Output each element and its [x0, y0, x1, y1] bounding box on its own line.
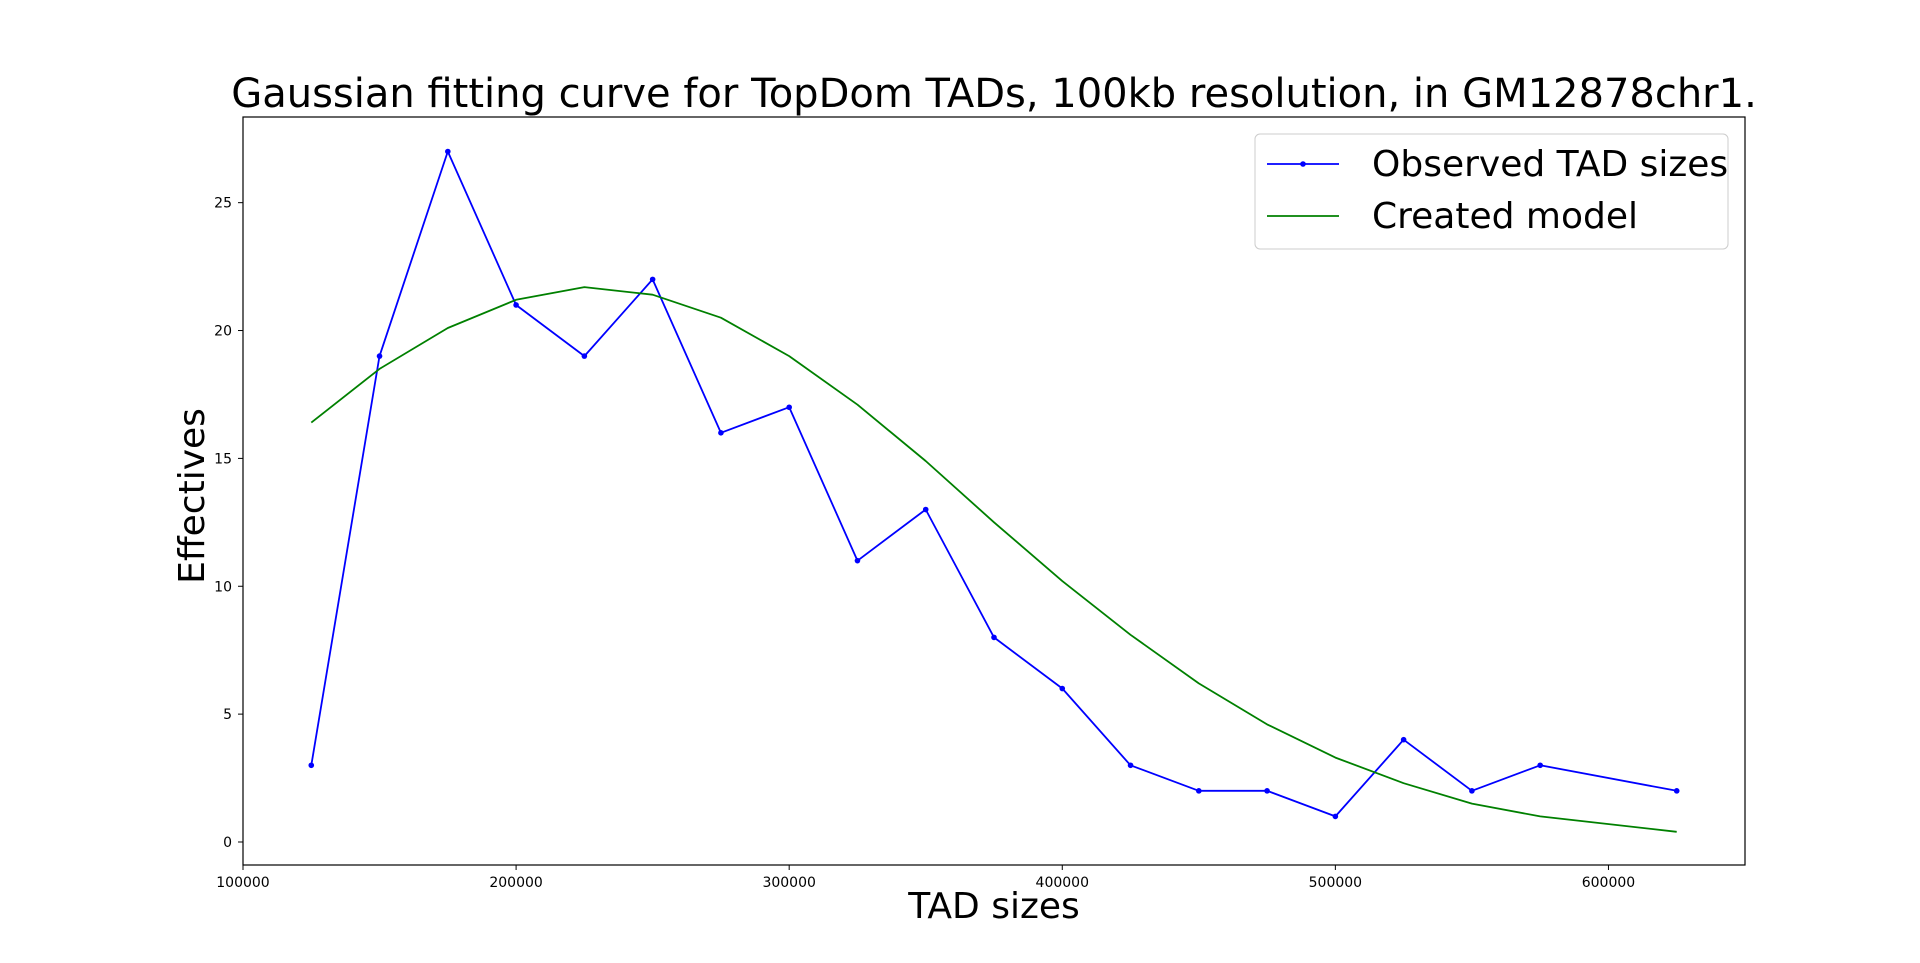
y-tick-label: 5	[223, 707, 232, 723]
x-tick-label: 200000	[489, 875, 542, 891]
data-point-observed-tad-sizes	[1469, 788, 1475, 794]
x-axis-title: TAD sizes	[907, 886, 1080, 927]
data-point-observed-tad-sizes	[854, 557, 861, 564]
data-point-observed-tad-sizes	[1127, 762, 1134, 769]
data-point-observed-tad-sizes	[1196, 788, 1202, 794]
data-point-observed-tad-sizes	[1537, 762, 1543, 769]
series-line-observed-tad-sizes	[310, 150, 1677, 818]
data-point-observed-tad-sizes	[786, 404, 792, 411]
x-tick-label: 500000	[1309, 875, 1362, 891]
legend-marker-observed-tad-sizes	[1300, 161, 1306, 167]
series-line-created-model	[310, 286, 1677, 833]
data-point-observed-tad-sizes	[445, 148, 451, 155]
data-point-observed-tad-sizes	[1332, 813, 1339, 820]
chart-title: Gaussian fitting curve for TopDom TADs, …	[231, 71, 1757, 117]
x-tick-label: 300000	[762, 875, 815, 891]
data-point-observed-tad-sizes	[513, 302, 519, 308]
data-point-observed-tad-sizes	[1059, 685, 1066, 692]
y-tick-label: 10	[214, 579, 232, 595]
x-tick-label: 400000	[1036, 875, 1089, 891]
legend: Observed TAD sizes Created model	[1254, 133, 1729, 250]
x-tick-label: 600000	[1582, 875, 1635, 891]
y-tick-label: 15	[214, 451, 232, 467]
data-point-observed-tad-sizes	[581, 353, 588, 359]
data-point-observed-tad-sizes	[649, 276, 656, 283]
data-point-observed-tad-sizes	[1673, 788, 1680, 794]
plot-area: 100000 200000 300000 400000 500000 600000 0 5 10…	[214, 116, 1746, 891]
data-point-observed-tad-sizes	[376, 353, 383, 359]
x-tick-label: 100000	[216, 875, 269, 891]
data-point-observed-tad-sizes	[922, 506, 929, 513]
y-tick-label: 0	[223, 835, 232, 851]
legend-box	[1254, 133, 1729, 250]
y-tick-label: 20	[214, 324, 232, 340]
data-point-observed-tad-sizes	[991, 634, 997, 641]
data-point-observed-tad-sizes	[718, 430, 724, 436]
y-axis-title: Effectives	[172, 408, 213, 584]
legend-label-observed-tad-sizes: Observed TAD sizes	[1372, 144, 1728, 185]
data-point-observed-tad-sizes	[308, 762, 315, 769]
legend-label-created-model: Created model	[1372, 196, 1638, 237]
data-point-observed-tad-sizes	[1264, 788, 1270, 794]
data-point-observed-tad-sizes	[1400, 736, 1407, 743]
plot-frame	[242, 116, 1746, 866]
y-tick-label: 25	[214, 196, 232, 212]
